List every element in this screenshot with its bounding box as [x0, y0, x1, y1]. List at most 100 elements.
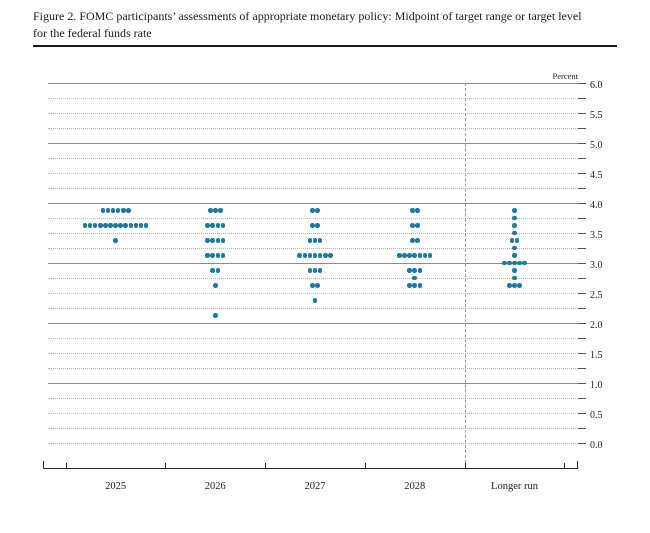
participant-dot	[512, 283, 517, 288]
participant-dot	[205, 238, 210, 243]
gridline-0.75	[48, 397, 578, 399]
y-axis-tick	[578, 233, 586, 234]
y-axis-tick	[578, 443, 586, 444]
y-axis-tick	[578, 218, 586, 219]
participant-dot	[409, 208, 415, 213]
gridline-5.00	[48, 142, 578, 144]
x-axis-end-tick	[43, 461, 44, 468]
participant-dot	[307, 253, 313, 258]
x-axis-tick	[265, 463, 267, 468]
participant-dot	[307, 268, 313, 273]
participant-dot	[409, 238, 415, 243]
participant-dot	[317, 253, 323, 258]
participant-dot	[310, 223, 315, 228]
participant-dot	[512, 260, 517, 266]
y-axis-tick	[578, 173, 586, 174]
participant-dot	[123, 223, 129, 228]
y-axis-tick	[578, 398, 586, 399]
gridline-5.75	[48, 97, 578, 99]
y-axis-unit-label: Percent	[552, 71, 579, 81]
participant-dot	[507, 260, 512, 266]
participant-dot	[514, 238, 520, 243]
participant-dot	[409, 223, 415, 228]
x-axis-category-label: 2028	[404, 481, 426, 492]
participant-dot	[317, 268, 323, 273]
participant-dot	[512, 215, 517, 221]
participant-dot	[310, 283, 315, 288]
x-axis-category-label: Longer run	[491, 481, 538, 492]
participant-dot	[512, 230, 517, 236]
gridline-3.50	[48, 232, 578, 234]
y-axis-tick-label: 1.0	[590, 380, 603, 391]
y-axis-tick	[578, 248, 586, 249]
y-axis-tick-label: 4.5	[590, 170, 603, 181]
participant-dot	[218, 208, 223, 213]
participant-dot	[113, 238, 118, 243]
participant-dot	[312, 268, 318, 273]
participant-dot	[210, 223, 216, 228]
participant-dot	[415, 208, 420, 213]
participant-dot	[322, 253, 328, 258]
y-axis-tick-label: 1.5	[590, 350, 603, 361]
participant-dot	[210, 268, 216, 273]
participant-dot	[315, 208, 320, 213]
y-axis-tick-label: 0.0	[590, 440, 603, 451]
y-axis-tick	[578, 98, 586, 99]
y-axis-tick	[578, 308, 586, 309]
gridline-3.00	[48, 262, 578, 264]
gridline-3.75	[48, 217, 578, 219]
participant-dot	[407, 268, 412, 273]
participant-dot	[502, 260, 507, 266]
participant-dot	[415, 223, 420, 228]
participant-dot	[512, 208, 517, 213]
gridline-6.00	[48, 82, 578, 84]
y-axis-tick-label: 5.5	[590, 110, 603, 121]
participant-dot	[213, 208, 218, 213]
participant-dot	[517, 283, 522, 288]
participant-dot	[213, 283, 218, 288]
gridline-0.25	[48, 427, 578, 429]
participant-dot	[220, 223, 226, 228]
participant-dot	[415, 238, 420, 243]
y-axis-tick-label: 4.0	[590, 200, 603, 211]
gridline-5.25	[48, 127, 578, 129]
participant-dot	[205, 223, 210, 228]
participant-dot	[302, 253, 308, 258]
participant-dot	[215, 253, 221, 258]
gridline-2.75	[48, 277, 578, 279]
gridline-1.75	[48, 337, 578, 339]
gridline-4.00	[48, 202, 578, 204]
y-axis-tick	[578, 188, 586, 189]
y-axis-tick	[578, 128, 586, 129]
participant-dot	[126, 208, 131, 213]
x-axis-tick	[65, 463, 67, 468]
x-axis-category-label: 2027	[304, 481, 326, 492]
participant-dot	[512, 275, 517, 281]
title-divider-rule	[33, 45, 617, 47]
y-axis-tick	[578, 383, 586, 384]
gridline-0.50	[48, 412, 578, 414]
x-axis-line	[43, 468, 578, 469]
participant-dot	[417, 253, 423, 258]
participant-dot	[512, 268, 517, 273]
participant-dot	[100, 208, 106, 213]
participant-dot	[105, 208, 111, 213]
participant-dot	[509, 238, 515, 243]
participant-dot	[315, 223, 320, 228]
gridline-4.25	[48, 187, 578, 189]
y-axis-tick	[578, 278, 586, 279]
x-axis-tick	[364, 463, 366, 468]
participant-dot	[210, 253, 216, 258]
participant-dot	[97, 223, 103, 228]
participant-dot	[115, 208, 121, 213]
participant-dot	[205, 253, 210, 258]
participant-dot	[417, 283, 423, 288]
participant-dot	[213, 313, 218, 318]
x-axis-category-label: 2026	[204, 481, 226, 492]
gridline-1.50	[48, 352, 578, 354]
participant-dot	[220, 238, 226, 243]
y-axis-tick-label: 0.5	[590, 410, 603, 421]
x-axis-end-tick	[577, 461, 578, 468]
participant-dot	[113, 223, 118, 228]
participant-dot	[407, 283, 412, 288]
